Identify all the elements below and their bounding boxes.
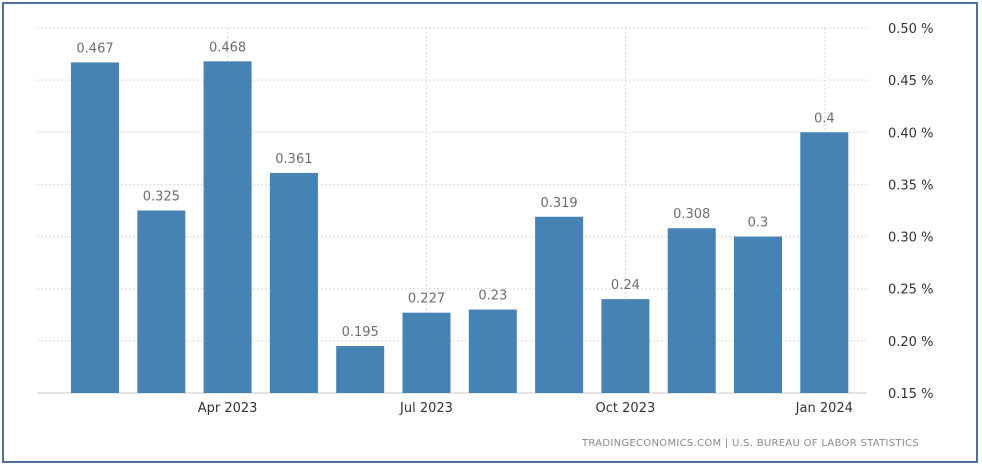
y-tick-label: 0.50 % bbox=[888, 22, 933, 37]
x-tick-label: Oct 2023 bbox=[596, 401, 656, 416]
data-label: 0.319 bbox=[540, 196, 577, 211]
data-label: 0.308 bbox=[673, 207, 710, 222]
value-label-layer: 0.467 0.325 0.468 0.361 0.195 0.227 0.23 0.319 0… bbox=[76, 40, 834, 340]
bar bbox=[71, 62, 119, 394]
bar bbox=[269, 172, 318, 393]
bar bbox=[601, 299, 650, 393]
y-tick-label: 0.25 % bbox=[888, 283, 933, 298]
data-label: 0.23 bbox=[478, 289, 507, 304]
data-label: 0.468 bbox=[209, 40, 246, 55]
y-axis: 0.15 % 0.20 % 0.25 % 0.30 % 0.35 % 0.40 % 0.45… bbox=[888, 22, 933, 402]
data-label: 0.24 bbox=[611, 278, 640, 293]
bar bbox=[336, 346, 385, 393]
data-label: 0.195 bbox=[342, 325, 379, 340]
data-label: 0.3 bbox=[748, 216, 769, 231]
data-label: 0.4 bbox=[814, 111, 835, 126]
y-tick-label: 0.40 % bbox=[888, 126, 933, 141]
y-tick-label: 0.30 % bbox=[888, 231, 933, 246]
bar bbox=[203, 61, 252, 393]
bar bbox=[535, 216, 584, 393]
bar bbox=[137, 210, 186, 393]
source-credit: TRADINGECONOMICS.COM | U.S. BUREAU OF LA… bbox=[581, 438, 919, 449]
bar-layer bbox=[71, 61, 849, 394]
x-tick-label: Jul 2023 bbox=[399, 401, 453, 416]
data-label: 0.227 bbox=[408, 292, 445, 307]
y-tick-label: 0.20 % bbox=[888, 335, 933, 350]
x-tick-label: Jan 2024 bbox=[795, 401, 853, 416]
y-tick-label: 0.15 % bbox=[888, 387, 933, 402]
data-label: 0.325 bbox=[143, 190, 180, 205]
y-tick-label: 0.35 % bbox=[888, 178, 933, 193]
x-axis: Apr 2023 Jul 2023 Oct 2023 Jan 2024 bbox=[198, 401, 853, 416]
bar bbox=[402, 312, 451, 393]
y-tick-label: 0.45 % bbox=[888, 74, 933, 89]
bar bbox=[667, 228, 716, 393]
data-label: 0.467 bbox=[76, 41, 113, 56]
bar bbox=[800, 132, 849, 394]
x-tick-label: Apr 2023 bbox=[198, 401, 258, 416]
data-label: 0.361 bbox=[275, 152, 312, 167]
bar bbox=[468, 309, 517, 393]
bar bbox=[734, 236, 782, 393]
